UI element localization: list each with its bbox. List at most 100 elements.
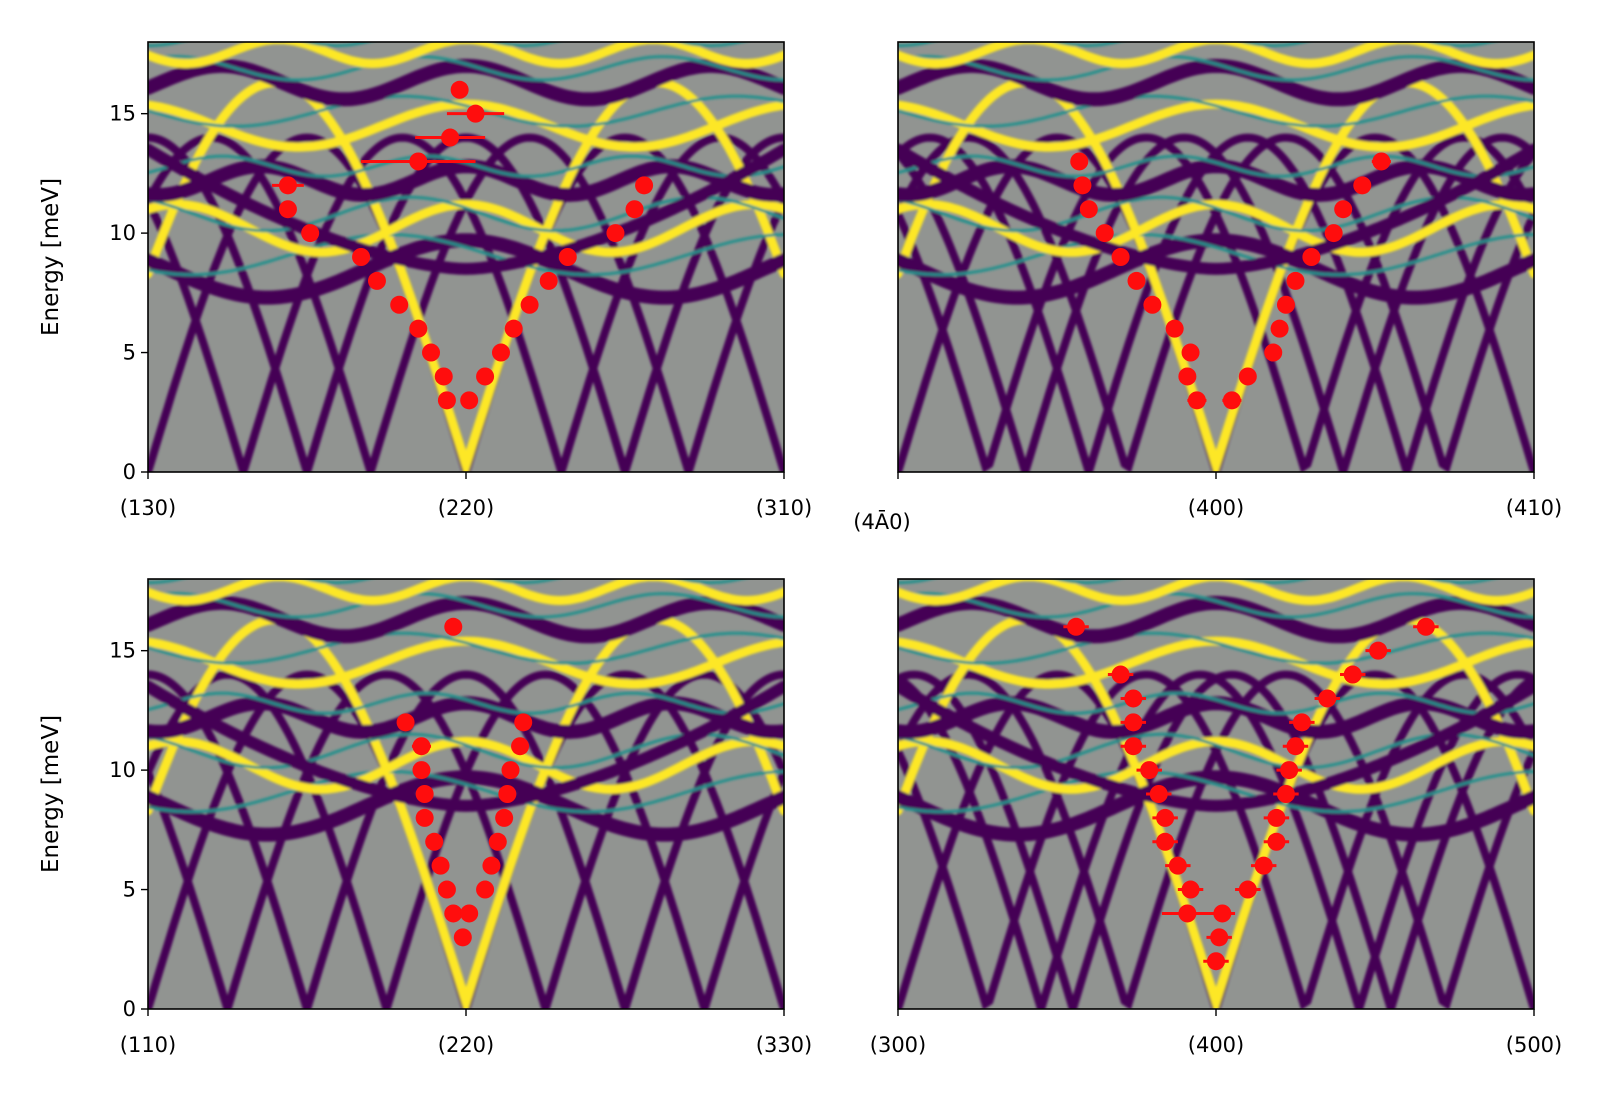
panel-top-right: (4Ā0) (400) (410) [853, 41, 1562, 534]
optic-band [148, 770, 784, 842]
data-point [1149, 785, 1168, 803]
optic-band [898, 696, 1534, 739]
optic-band [148, 233, 784, 305]
data-point [460, 904, 479, 923]
data-points [272, 80, 654, 410]
data-point [1318, 689, 1337, 708]
data-point [539, 271, 558, 290]
optic-band [898, 42, 1534, 68]
y-tick-label: 5 [123, 878, 136, 902]
optic-band [148, 159, 784, 202]
data-points [1070, 152, 1391, 410]
data-point [1276, 295, 1295, 314]
data-point [1270, 319, 1289, 338]
data-point [1181, 343, 1200, 362]
data-point [514, 713, 533, 732]
q-point-label: (300) [870, 1033, 926, 1057]
acoustic-band-bright [148, 78, 784, 472]
data-point [1292, 713, 1311, 732]
y-tick-label: 10 [109, 758, 136, 782]
optic-band [898, 595, 1534, 644]
data-point [476, 880, 495, 899]
data-point [1124, 689, 1143, 708]
optic-band [898, 579, 1534, 605]
data-point [558, 248, 577, 266]
data-point [625, 200, 644, 219]
data-point [415, 785, 434, 803]
data-point [431, 856, 450, 875]
data-point [1372, 152, 1391, 171]
optic-band-edge [898, 55, 1534, 82]
data-point [425, 832, 444, 851]
optic-band-edge [148, 592, 784, 619]
data-point [1156, 832, 1175, 851]
optic-band [898, 770, 1534, 842]
acoustic-band [898, 670, 1534, 1009]
data-point [1127, 271, 1146, 290]
data-point [1369, 641, 1388, 660]
data-point [444, 904, 463, 923]
data-point [1267, 808, 1286, 827]
data-point [460, 391, 479, 410]
optic-band [898, 159, 1534, 202]
acoustic-band [898, 670, 1534, 1009]
optic-band [148, 42, 784, 68]
data-point [278, 176, 297, 195]
data-point [1070, 152, 1089, 171]
data-point [437, 880, 456, 899]
q-point-label: (4Ā0) [853, 510, 910, 534]
data-point [1207, 952, 1225, 971]
optic-band [898, 58, 1534, 107]
central-band [898, 143, 1534, 275]
optic-band-edge [898, 631, 1534, 665]
intensity-bands [148, 579, 784, 1009]
data-points [1063, 617, 1439, 971]
data-point [390, 295, 409, 314]
data-point [1124, 713, 1143, 732]
data-point [1156, 808, 1175, 827]
y-axis-label: Energy [meV] [38, 715, 64, 873]
data-point [476, 367, 495, 386]
data-point [1168, 856, 1187, 875]
y-tick-label: 0 [123, 997, 136, 1021]
data-point [1238, 367, 1257, 386]
optic-band-edge [148, 94, 784, 128]
optic-band-edge [898, 94, 1534, 128]
y-tick-label: 5 [123, 341, 136, 365]
data-point [511, 737, 530, 756]
acoustic-band [898, 133, 1534, 472]
data-point [352, 248, 371, 266]
data-point [412, 761, 431, 780]
central-band [898, 680, 1534, 812]
optic-band [898, 99, 1534, 152]
optic-band-edge [898, 154, 1534, 178]
q-point-label: (110) [120, 1033, 176, 1057]
acoustic-band-bright [898, 78, 1534, 472]
acoustic-band [898, 133, 1534, 472]
data-point [434, 367, 453, 386]
data-point [1264, 343, 1283, 362]
optic-band-edge [898, 195, 1534, 233]
data-point [415, 808, 434, 827]
optic-band-edge [148, 195, 784, 233]
data-point [1111, 248, 1130, 266]
data-point [1238, 880, 1257, 899]
acoustic-band [898, 670, 1534, 1009]
data-point [491, 343, 510, 362]
optic-band-edge [898, 691, 1534, 715]
optic-band-edge [148, 769, 784, 814]
panel-top-left: 0 5 10 15 (130) (220) (310) Energy [meV] [38, 41, 812, 520]
q-point-label: (500) [1506, 1033, 1562, 1057]
panel-bottom-left: 0 5 10 15 (110) (220) (330) Energy [meV] [38, 578, 812, 1057]
optic-band [148, 579, 784, 605]
optic-band [148, 636, 784, 689]
data-point [1143, 295, 1162, 314]
data-point [1095, 224, 1114, 243]
optic-band [148, 595, 784, 644]
data-point [1124, 737, 1143, 756]
q-point-label: (130) [120, 496, 176, 520]
data-point [482, 856, 501, 875]
data-point [1213, 904, 1232, 923]
data-point [1165, 319, 1184, 338]
